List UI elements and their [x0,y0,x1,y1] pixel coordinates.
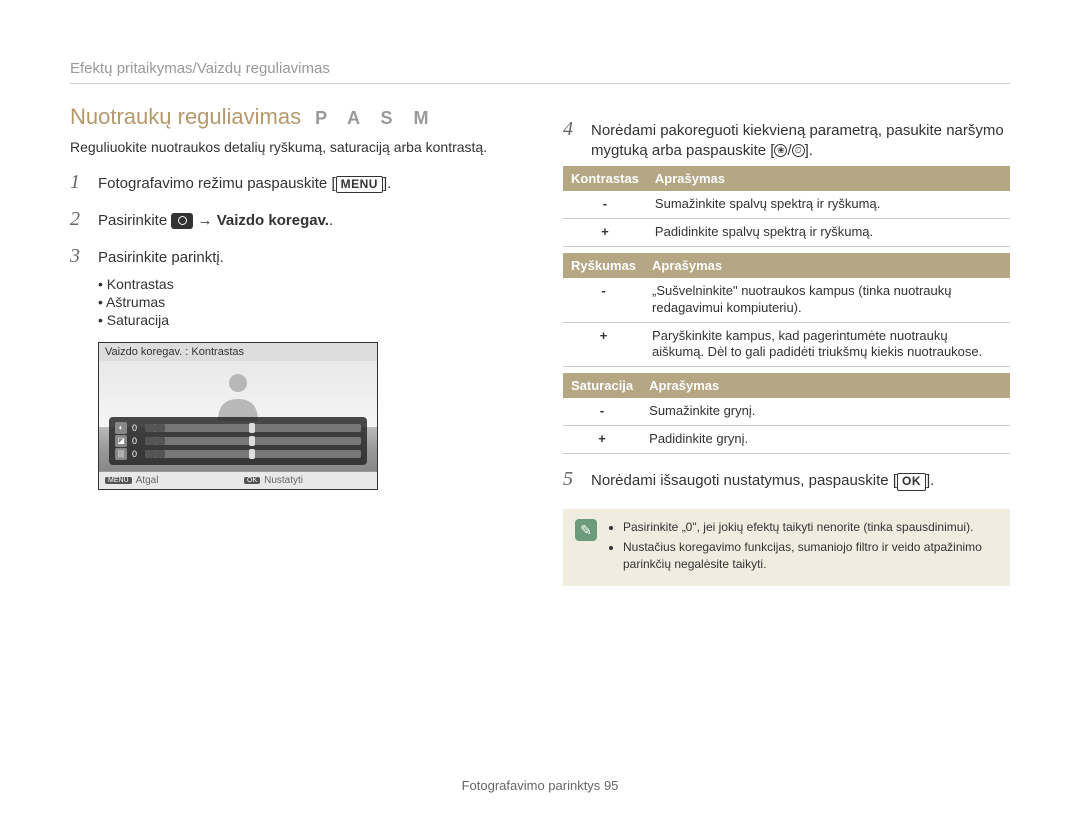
step-4: 4 Norėdami pakoreguoti kiekvieną paramet… [563,118,1010,160]
saturation-table: SaturacijaAprašymas -Sumažinkite grynį. … [563,373,1010,454]
menu-btn-icon: MENU [105,477,132,484]
section-title: Nuotraukų reguliavimas [70,104,301,130]
step-2: 2 Pasirinkite → Vaizdo koregav.. [70,208,517,231]
sharpness-icon: ◪ [115,435,127,447]
mode-badges: P A S M [315,108,436,128]
step-1: 1 Fotografavimo režimu paspauskite [MENU… [70,171,517,194]
option-list: • Kontrastas • Aštrumas • Saturacija [98,276,517,328]
camera-screen-preview: Vaizdo koregav. : Kontrastas ◐0 ◪0 |||0 … [98,342,378,490]
ok-btn-icon: OK [244,477,260,484]
saturation-icon: ||| [115,448,127,460]
breadcrumb: Efektų pritaikymas/Vaizdų reguliavimas [70,60,1010,84]
note-icon: ✎ [575,519,597,541]
sharpness-table: RyškumasAprašymas -„Sušvelninkite" nuotr… [563,253,1010,368]
step-5: 5 Norėdami išsaugoti nustatymus, paspaus… [563,468,1010,491]
camera-icon [171,213,193,229]
note-box: ✎ Pasirinkite „0", jei jokių efektų taik… [563,509,1010,586]
step-3: 3 Pasirinkite parinktį. [70,245,517,268]
intro-text: Reguliuokite nuotraukos detalių ryškumą,… [70,138,517,157]
contrast-icon: ◐ [115,422,127,434]
timer-icon: ⏲ [792,144,805,157]
contrast-table: KontrastasAprašymas -Sumažinkite spalvų … [563,166,1010,247]
macro-icon: ❀ [774,144,787,157]
slider-panel: ◐0 ◪0 |||0 [109,417,367,465]
page-footer: Fotografavimo parinktys 95 [0,778,1080,793]
ok-button-icon: OK [897,473,926,491]
menu-button-icon: MENU [336,176,383,194]
silhouette-figure [198,371,278,421]
